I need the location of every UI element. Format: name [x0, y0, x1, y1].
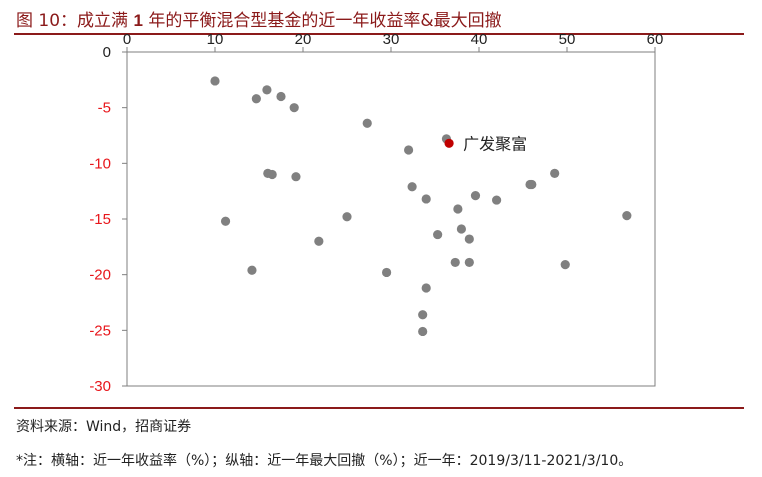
x-tick-label: 60: [647, 31, 664, 48]
data-point: [527, 179, 537, 190]
data-point: [421, 283, 431, 293]
y-tick-label: -30: [89, 378, 111, 395]
data-point: [210, 76, 220, 86]
y-tick-label: 0: [103, 44, 111, 61]
y-tick-label: -20: [89, 267, 111, 284]
data-point: [220, 216, 231, 226]
data-point: [362, 118, 372, 128]
x-tick-label: 20: [295, 31, 312, 48]
data-point: [247, 265, 257, 275]
figure-title-part1: ：成立满: [60, 11, 134, 31]
data-point: [251, 94, 261, 104]
axis-note: *注：横轴：近一年收益率（%）；纵轴：近一年最大回撤（%）；近一年：2019/3…: [16, 453, 633, 469]
data-point: [276, 91, 286, 102]
data-point: [404, 145, 414, 155]
data-point: [291, 172, 301, 182]
highlight-point: [444, 138, 454, 148]
x-tick-label: 10: [207, 31, 224, 48]
data-point: [289, 103, 299, 113]
data-point: [262, 85, 272, 95]
data-point: [550, 168, 560, 178]
y-tick-label: -15: [89, 211, 111, 228]
data-point: [560, 260, 570, 270]
data-point: [382, 267, 392, 278]
data-point: [418, 310, 428, 320]
x-tick-label: 30: [383, 31, 400, 48]
data-point: [464, 234, 474, 244]
x-tick-label: 0: [123, 31, 131, 48]
data-point: [622, 211, 632, 221]
data-point: [450, 257, 460, 268]
data-point: [314, 236, 324, 246]
scatter-chart: 0 10 20 30 40 50 60 0 -5 -10 -15 -20 -25 -30 广发聚富: [89, 31, 664, 395]
top-divider: [14, 33, 744, 35]
highlight-label: 广发聚富: [463, 134, 527, 153]
data-point: [492, 195, 502, 205]
data-point: [418, 326, 428, 337]
figure-title-number: 1: [133, 11, 143, 30]
y-tick-label: -25: [89, 322, 111, 339]
data-point: [456, 224, 466, 234]
figure-title-part2: 年的平衡混合型基金的近一年收益率&最大回撤: [142, 11, 502, 31]
x-tick-label: 50: [559, 31, 576, 48]
bottom-divider: [14, 407, 744, 409]
data-point: [470, 191, 481, 201]
data-point: [453, 204, 463, 214]
figure-title: 图 10：成立满 1 年的平衡混合型基金的近一年收益率&最大回撤: [16, 6, 502, 31]
figure-label: 图 10: [16, 11, 61, 31]
x-tick-label: 40: [471, 31, 488, 48]
plot-area-border: [126, 51, 656, 387]
data-point: [464, 257, 474, 268]
data-point: [421, 194, 431, 204]
data-point: [433, 229, 443, 240]
data-point: [267, 169, 277, 180]
data-point: [342, 212, 352, 222]
source-note: 资料来源：Wind，招商证券: [16, 419, 192, 435]
y-tick-label: -10: [89, 155, 111, 172]
y-tick-label: -5: [98, 100, 111, 117]
data-point: [407, 182, 417, 192]
